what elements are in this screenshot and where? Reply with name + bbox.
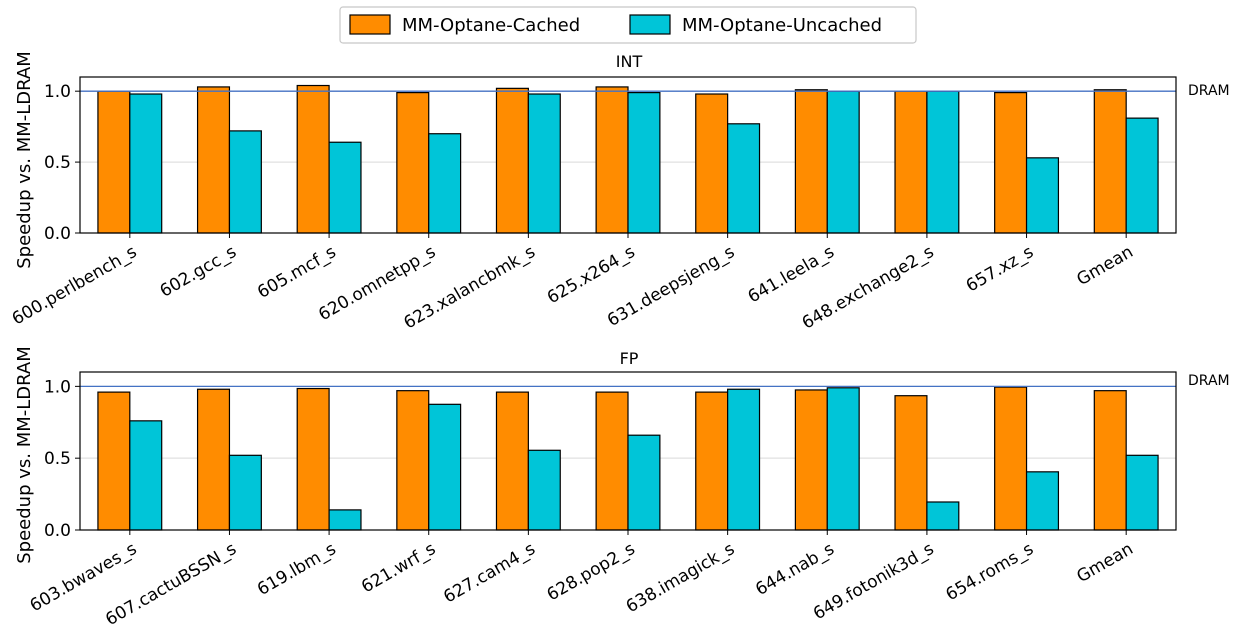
int-x-tick-label: 605.mcf_s [254, 242, 340, 303]
int-bar-gmean-uncached [1125, 117, 1159, 234]
int-axes-frame [79, 76, 1177, 234]
fp-bar-619-lbm-s-cached [296, 387, 330, 531]
fp-x-tick-label: 644.nab_s [752, 539, 838, 600]
fp-panel-title: FP [620, 349, 639, 368]
fp-x-tick-label: 619.lbm_s [254, 539, 340, 600]
int-bar-631-deepsjeng-s-uncached [727, 123, 761, 234]
legend-swatch-cached [349, 14, 391, 35]
fp-y-tick-label: 0.5 [44, 449, 71, 469]
int-panel: INT Speedup vs. MM-LDRAM DRAM 600.perlbe… [9, 51, 1230, 333]
int-bar-605-mcf-s-uncached [328, 141, 362, 234]
fp-bar-628-pop2-s-cached [595, 391, 629, 531]
int-bar-623-xalancbmk-s-cached [495, 87, 529, 234]
legend-label-cached: MM-Optane-Cached [402, 15, 580, 36]
int-bar-648-exchange2-s-cached [894, 90, 928, 234]
int-bar-625-x264-s-uncached [627, 91, 661, 234]
fp-x-tick-label: 627.cam4_s [440, 539, 539, 608]
int-bar-631-deepsjeng-s-cached [695, 93, 729, 234]
fp-bar-644-nab-s-cached [794, 389, 828, 531]
fp-bar-638-imagick-s-uncached [727, 388, 761, 531]
int-x-tick-label: Gmean [1074, 242, 1137, 290]
fp-bar-607-cactubssn-s-uncached [228, 454, 262, 531]
fp-y-axis-label: Speedup vs. MM-LDRAM [14, 346, 35, 564]
fp-bar-654-roms-s-cached [994, 386, 1028, 531]
legend-label-uncached: MM-Optane-Uncached [682, 15, 882, 36]
int-bar-620-omnetpp-s-cached [396, 91, 430, 234]
int-panel-title: INT [616, 52, 643, 71]
fp-bar-654-roms-s-uncached [1025, 471, 1060, 531]
fp-x-tick-label: 654.roms_s [942, 539, 1037, 605]
int-bar-600-perlbench-s-cached [97, 90, 131, 234]
fp-bar-649-fotonik3d-s-cached [894, 395, 928, 531]
int-bar-605-mcf-s-cached [296, 84, 330, 234]
legend: MM-Optane-Cached MM-Optane-Uncached [339, 6, 917, 44]
fp-bar-621-wrf-s-cached [396, 390, 430, 531]
int-bar-657-xz-s-cached [994, 91, 1028, 234]
int-y-tick-label: 1.0 [44, 82, 71, 102]
fp-x-tick-label: 638.imagick_s [623, 539, 738, 617]
int-x-tick-label: 625.x264_s [544, 242, 639, 308]
fp-bar-621-wrf-s-uncached [428, 403, 462, 531]
fp-y-tick-label: 1.0 [44, 377, 71, 397]
int-bar-602-gcc-s-cached [196, 86, 231, 234]
fp-x-tick-label: 621.wrf_s [358, 539, 439, 597]
fp-dram-label: DRAM [1188, 373, 1230, 389]
fp-bar-619-lbm-s-uncached [328, 509, 362, 531]
int-x-tick-label: 657.xz_s [963, 242, 1037, 296]
fp-bar-gmean-uncached [1125, 454, 1159, 531]
fp-bar-628-pop2-s-uncached [627, 434, 661, 531]
int-bar-641-leela-s-uncached [826, 90, 860, 234]
fp-bar-607-cactubssn-s-cached [196, 388, 231, 531]
legend-swatch-uncached [629, 14, 671, 35]
int-y-tick-label: 0.5 [44, 153, 71, 173]
int-dram-label: DRAM [1188, 83, 1230, 99]
fp-bar-603-bwaves-s-uncached [129, 420, 163, 531]
fp-panel: FP Speedup vs. MM-LDRAM DRAM 603.bwaves_… [14, 346, 1230, 630]
fp-x-tick-label: Gmean [1074, 539, 1137, 587]
fp-axes-frame [79, 371, 1177, 531]
int-x-tick-label: 602.gcc_s [157, 242, 240, 302]
int-bar-641-leela-s-cached [794, 89, 828, 234]
fp-bar-649-fotonik3d-s-uncached [926, 501, 960, 531]
int-y-axis-label: Speedup vs. MM-LDRAM [14, 51, 35, 269]
int-bar-657-xz-s-uncached [1025, 157, 1060, 234]
fp-bar-644-nab-s-uncached [826, 387, 860, 531]
int-bar-625-x264-s-cached [595, 86, 629, 234]
legend-frame [339, 6, 917, 44]
int-bar-623-xalancbmk-s-uncached [527, 93, 561, 234]
fp-bar-627-cam4-s-cached [495, 391, 529, 531]
fp-y-tick-label: 0.0 [44, 521, 71, 541]
fp-bar-638-imagick-s-cached [695, 391, 729, 531]
int-x-tick-label: 641.leela_s [745, 242, 838, 307]
fp-bar-603-bwaves-s-cached [97, 391, 131, 531]
int-bar-gmean-cached [1093, 89, 1127, 234]
int-bar-648-exchange2-s-uncached [926, 90, 960, 234]
int-bar-620-omnetpp-s-uncached [428, 133, 462, 234]
fp-bar-627-cam4-s-uncached [527, 449, 561, 531]
fp-bar-gmean-cached [1093, 390, 1127, 531]
fp-x-tick-label: 628.pop2_s [544, 539, 639, 605]
int-bar-600-perlbench-s-uncached [129, 93, 163, 234]
int-bar-602-gcc-s-uncached [228, 130, 262, 234]
int-y-tick-label: 0.0 [44, 224, 71, 244]
